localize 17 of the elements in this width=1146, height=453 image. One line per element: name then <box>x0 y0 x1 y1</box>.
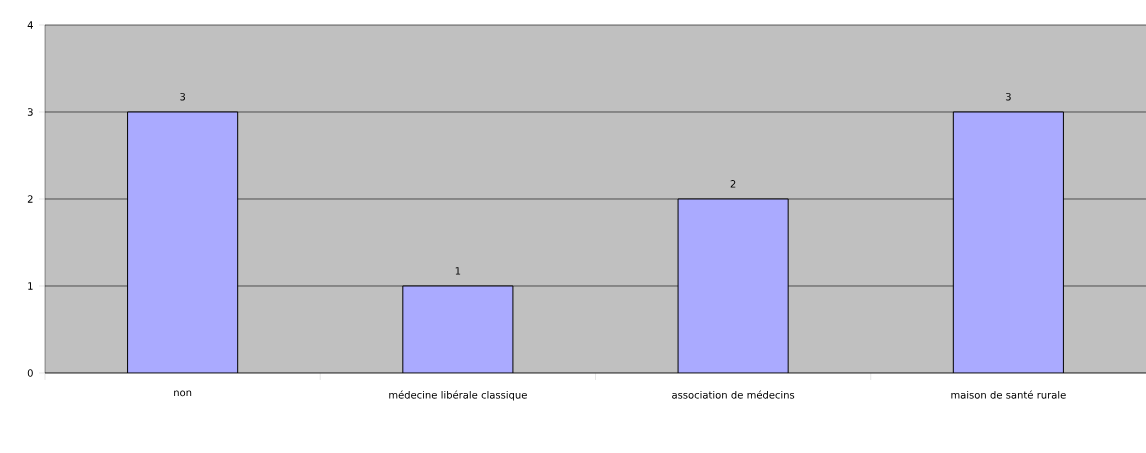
y-tick-label: 2 <box>27 195 33 203</box>
x-tick-label: maison de santé rurale <box>951 390 1066 399</box>
data-label: 3 <box>1005 92 1011 101</box>
y-tick-label: 3 <box>27 108 33 116</box>
data-label: 3 <box>180 92 185 101</box>
y-tick-label: 1 <box>28 282 33 290</box>
y-tick-label: 4 <box>27 21 33 29</box>
y-tick-label: 0 <box>27 369 33 377</box>
data-label: 1 <box>455 267 461 275</box>
bar <box>127 111 239 373</box>
data-label: 2 <box>730 180 736 188</box>
x-tick-label: association de médecins <box>672 390 795 399</box>
bar <box>402 285 514 373</box>
bar <box>677 198 789 373</box>
x-tick-label: médecine libérale classique <box>389 390 527 401</box>
x-tick-label: non <box>174 390 192 397</box>
bar <box>952 111 1064 373</box>
